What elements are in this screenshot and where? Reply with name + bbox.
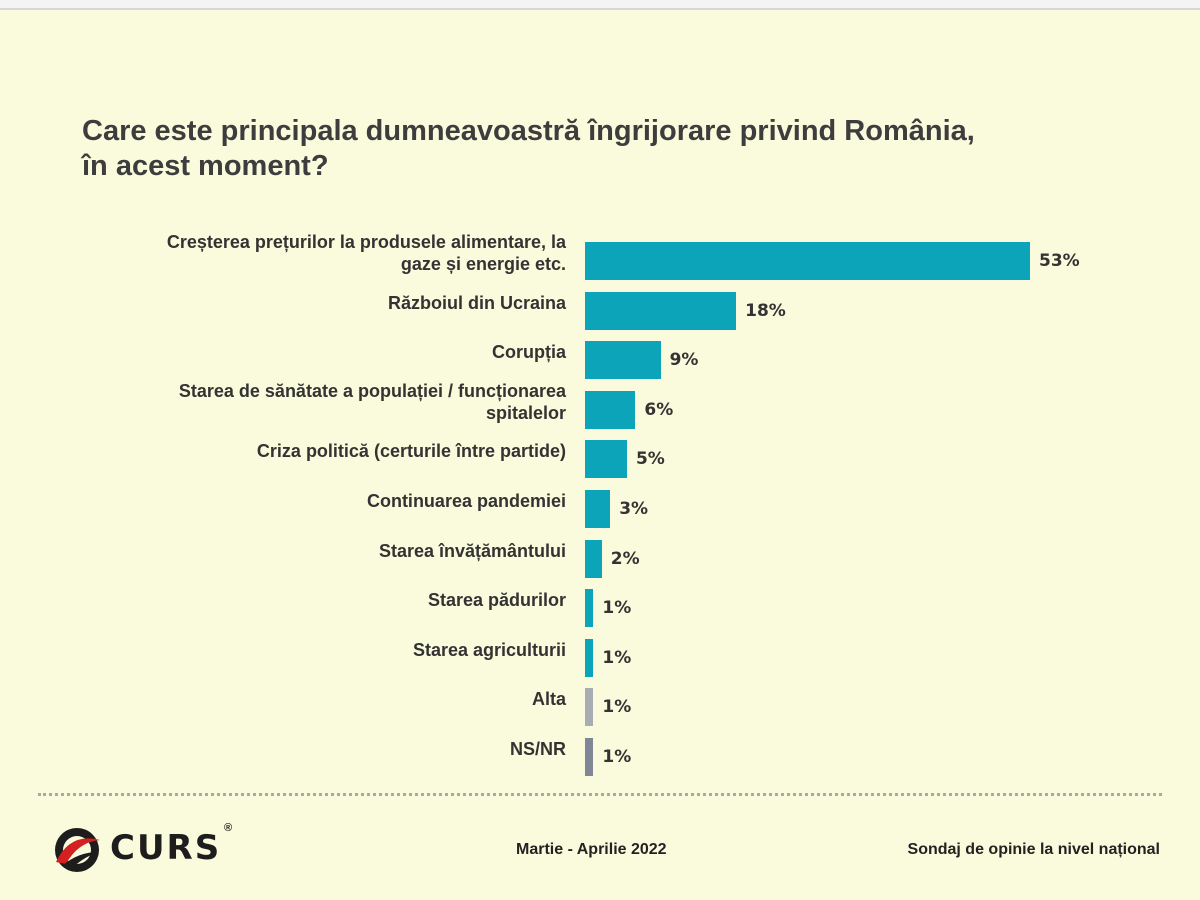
value-label: 3% xyxy=(619,499,649,519)
value-label: 1% xyxy=(602,747,632,767)
value-label: 1% xyxy=(602,598,632,619)
survey-date: Martie - Aprilie 2022 xyxy=(516,841,667,858)
logo-text: CURS xyxy=(110,828,222,868)
bar-chart: Creșterea prețurilor la produsele alimen… xyxy=(0,10,1200,810)
survey-description: Sondaj de opinie la nivel național xyxy=(907,841,1160,858)
bar xyxy=(585,390,636,429)
bar xyxy=(585,440,627,479)
bar xyxy=(585,638,594,677)
category-label: Starea învățământului xyxy=(378,540,566,561)
category-label: Starea de sănătate a populației / funcți… xyxy=(178,380,566,423)
bar xyxy=(585,242,1030,280)
curs-logo: CURS ® xyxy=(48,822,248,878)
footer-divider xyxy=(38,793,1162,796)
category-label: Corupția xyxy=(492,342,566,363)
value-label: 2% xyxy=(610,548,640,569)
category-label: Războiul din Ucraina xyxy=(387,292,566,313)
bar xyxy=(585,291,737,330)
bar xyxy=(585,738,594,776)
value-label: 1% xyxy=(602,697,632,718)
category-label: Starea agriculturii xyxy=(412,639,566,660)
value-label: 18% xyxy=(745,300,786,321)
curs-logo-icon xyxy=(55,828,100,872)
registered-mark: ® xyxy=(224,822,233,834)
category-label: Creșterea prețurilor la produsele alimen… xyxy=(166,232,566,274)
category-label: Continuarea pandemiei xyxy=(366,491,566,511)
value-label: 5% xyxy=(635,449,665,470)
bar xyxy=(585,490,611,528)
bar xyxy=(585,539,602,578)
category-label: Starea pădurilor xyxy=(427,590,566,611)
value-label: 6% xyxy=(644,399,674,420)
category-label: NS/NR xyxy=(509,739,566,759)
category-label: Alta xyxy=(531,689,566,710)
bar xyxy=(585,589,594,628)
chart-title: Care este principala dumneavoastră îngri… xyxy=(82,115,975,182)
category-label: Criza politică (certurile între partide) xyxy=(256,441,566,462)
value-label: 1% xyxy=(602,647,632,668)
bar xyxy=(585,688,594,727)
value-label: 53% xyxy=(1039,251,1080,271)
bar xyxy=(585,341,661,380)
value-label: 9% xyxy=(669,350,699,371)
slide: Care este principala dumneavoastră îngri… xyxy=(0,8,1200,900)
